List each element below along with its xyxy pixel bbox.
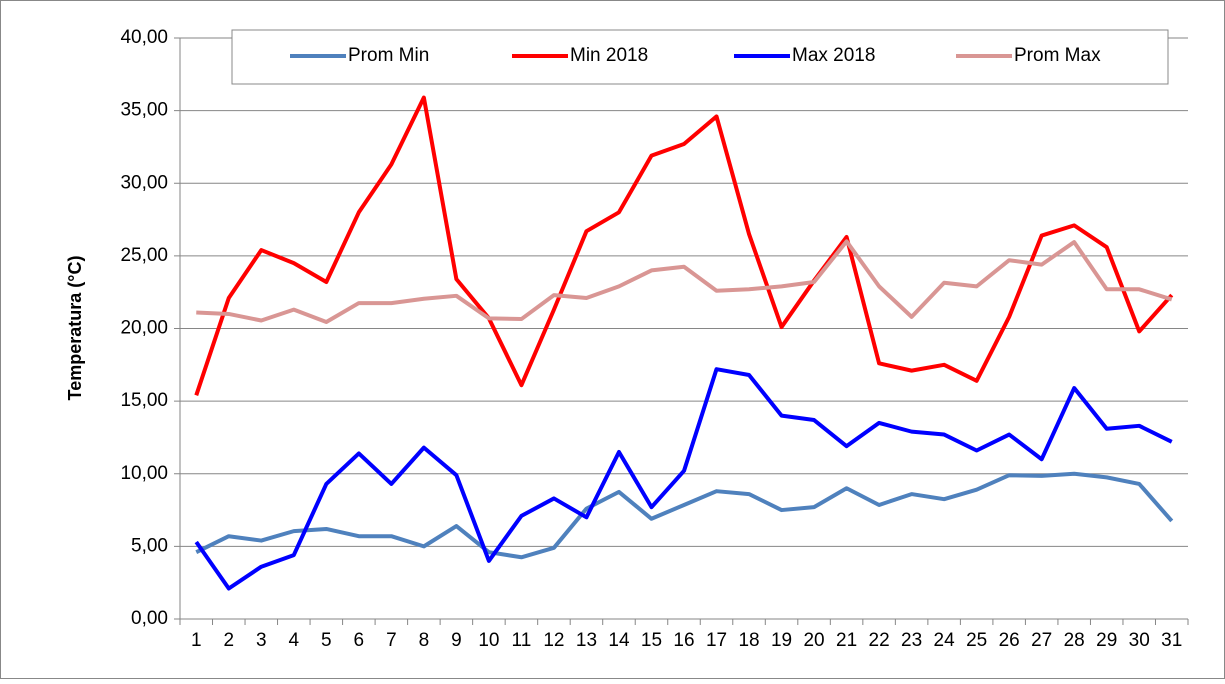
x-tick-label: 12	[543, 630, 564, 651]
y-tick-label: 15,00	[120, 390, 168, 411]
legend-label: Prom Max	[1014, 45, 1101, 66]
legend-label: Max 2018	[792, 45, 875, 66]
x-tick-label: 14	[608, 630, 630, 651]
series-line	[196, 239, 1173, 324]
series-line	[195, 471, 1174, 560]
series-line	[194, 95, 1174, 396]
x-tick-label: 31	[1161, 630, 1182, 651]
x-tick-label: 1	[191, 630, 202, 651]
y-tick-label: 25,00	[120, 245, 168, 266]
legend-label: Prom Min	[348, 45, 429, 66]
x-tick-label: 7	[386, 630, 397, 651]
x-tick-label: 15	[641, 630, 662, 651]
x-tick-label: 11	[512, 630, 532, 651]
y-axis-title: Temperatura (°C)	[65, 256, 85, 401]
x-tick-label: 19	[771, 630, 792, 651]
legend-label: Min 2018	[570, 45, 648, 66]
x-tick-label: 3	[256, 630, 267, 651]
y-tick-label: 20,00	[120, 318, 168, 339]
x-tick-label: 23	[901, 630, 922, 651]
x-tick-label: 13	[576, 630, 597, 651]
x-tick-label: 9	[451, 630, 462, 651]
series-line	[194, 367, 1173, 591]
x-tick-label: 25	[966, 630, 987, 651]
y-tick-label: 35,00	[120, 100, 168, 121]
x-tick-label: 17	[706, 630, 727, 651]
y-tick-label: 30,00	[120, 172, 168, 193]
x-tick-label: 5	[321, 630, 332, 651]
x-tick-label: 16	[673, 630, 694, 651]
x-tick-label: 6	[354, 630, 365, 651]
x-tick-label: 28	[1064, 630, 1085, 651]
x-tick-label: 27	[1031, 630, 1052, 651]
y-tick-label: 40,00	[120, 27, 168, 48]
x-tick-label: 22	[869, 630, 890, 651]
x-tick-label: 21	[836, 630, 857, 651]
x-tick-label: 4	[289, 630, 300, 651]
x-tick-label: 24	[934, 630, 956, 651]
x-tick-label: 26	[999, 630, 1020, 651]
y-tick-label: 5,00	[131, 535, 168, 556]
x-tick-label: 8	[419, 630, 430, 651]
x-tick-label: 30	[1129, 630, 1150, 651]
x-tick-label: 2	[223, 630, 234, 651]
y-tick-label: 0,00	[131, 608, 168, 629]
x-tick-label: 20	[803, 630, 824, 651]
y-tick-label: 10,00	[120, 463, 168, 484]
x-tick-label: 29	[1096, 630, 1117, 651]
x-tick-label: 10	[478, 630, 499, 651]
x-tick-label: 18	[738, 630, 759, 651]
